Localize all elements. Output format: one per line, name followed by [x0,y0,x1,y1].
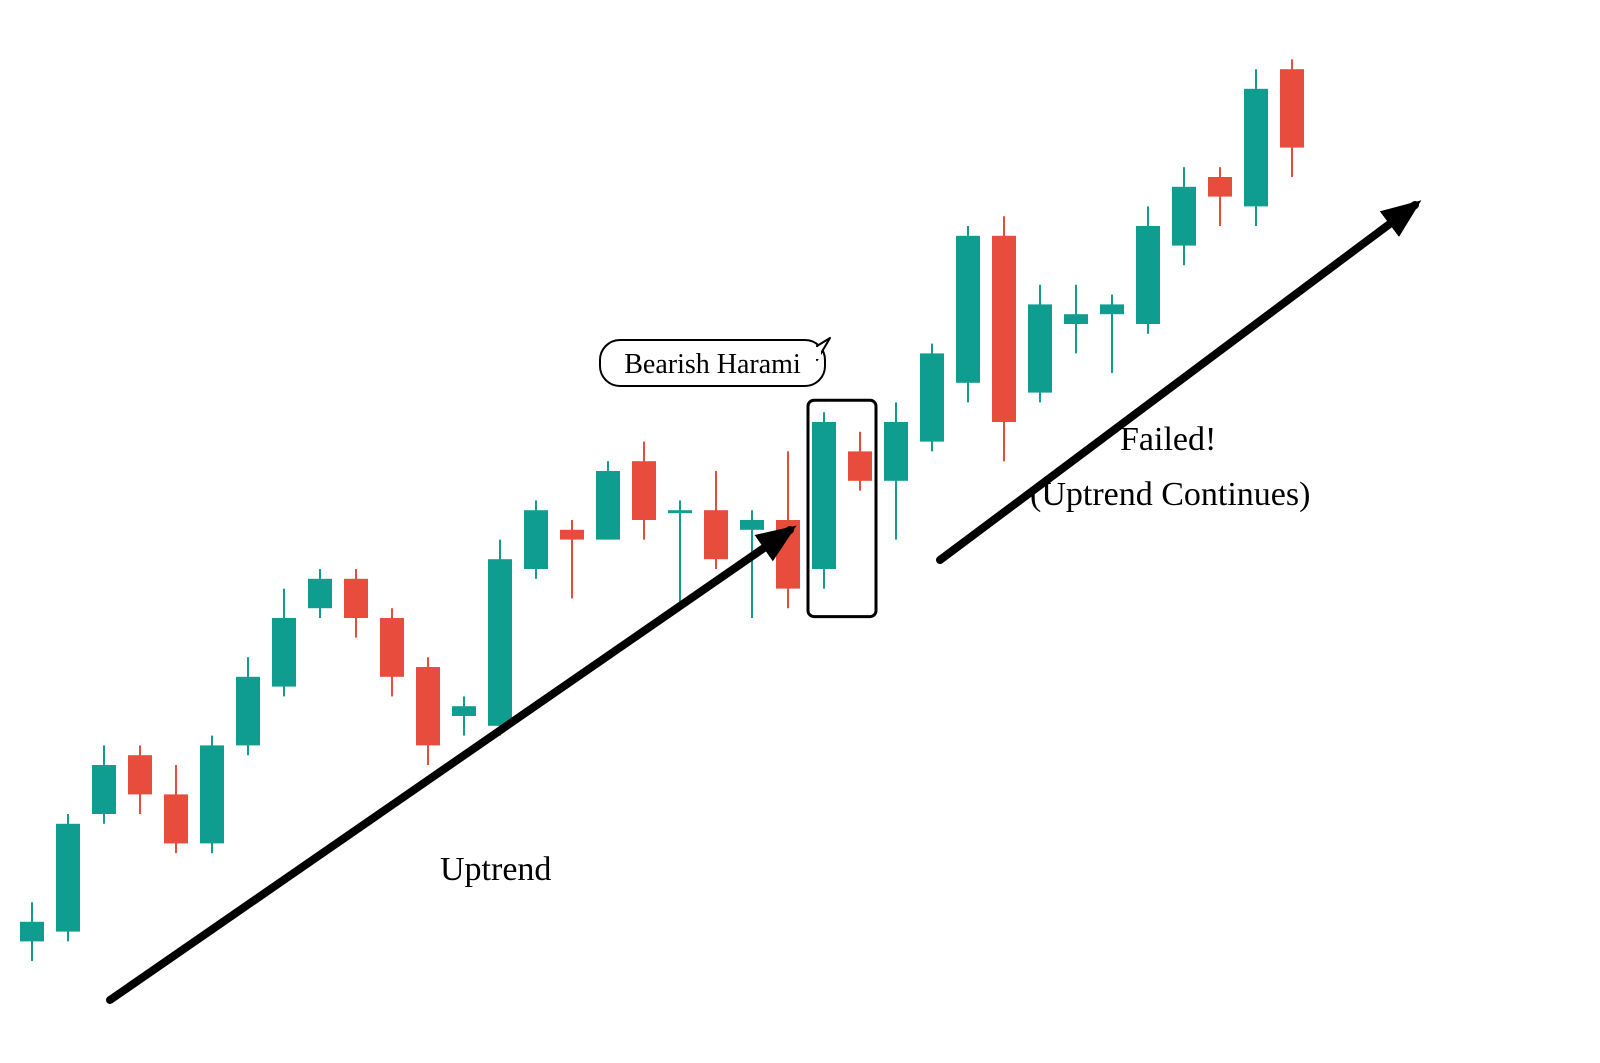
candle [920,353,944,441]
callout-bearish-harami: Bearish Harami [600,338,830,386]
label-0: Uptrend [440,851,551,888]
candle [1064,314,1088,324]
candle [20,922,44,942]
candle [1208,177,1232,197]
candle [1100,304,1124,314]
candle [884,422,908,481]
candle [416,667,440,745]
candle [1244,89,1268,207]
candle [488,559,512,726]
callout-label: Bearish Harami [624,349,801,380]
candle [344,579,368,618]
candle [128,755,152,794]
candle [380,618,404,677]
candle [236,677,260,746]
candle [956,236,980,383]
label-1: Failed! [1120,421,1216,458]
candle [452,706,476,716]
candle [560,530,584,540]
candle [1280,69,1304,147]
candle [56,824,80,932]
candle [668,510,692,513]
candle [812,422,836,569]
candle [848,451,872,480]
candle [524,510,548,569]
candle [1028,304,1052,392]
candle [1136,226,1160,324]
candle [164,794,188,843]
candle [272,618,296,687]
candle [632,461,656,520]
candle [92,765,116,814]
candle [740,520,764,530]
label-2: (Uptrend Continues) [1030,476,1310,513]
candle [1172,187,1196,246]
candle [704,510,728,559]
candlestick-chart: Bearish Harami Uptrend Failed! (Uptrend Con… [0,0,1600,1063]
candle [308,579,332,608]
candle [200,745,224,843]
candle [596,471,620,540]
candle [992,236,1016,422]
